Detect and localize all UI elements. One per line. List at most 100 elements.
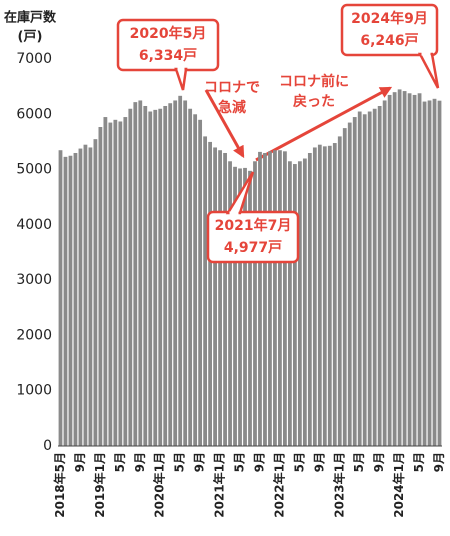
bar [148,111,153,447]
callout-text: 6,334戸 [139,48,197,64]
bar [183,100,188,446]
bar [193,114,198,447]
callout-box [116,18,220,72]
bar [103,117,108,447]
bar [253,161,257,446]
bar [322,146,327,446]
x-tick-label: 2018年5月 [52,452,67,518]
bar [223,152,227,446]
x-tick-label: 2022年1月 [271,452,286,518]
bar [218,150,222,446]
bar [173,100,178,446]
bar [362,114,367,447]
bar [143,105,148,446]
bar [228,161,232,446]
bar [292,164,297,447]
bar [337,136,342,446]
bar [273,150,277,446]
bar [233,166,237,447]
bar [263,152,267,446]
x-tick-label: 5月 [412,452,426,472]
y-tick-label: 4000 [16,217,52,233]
bar [198,119,203,447]
bar [158,108,163,446]
x-tick-label: 9月 [252,452,266,472]
bar [372,108,377,446]
callout-text: 2024年9月 [351,10,428,27]
x-tick-label: 2021年1月 [212,452,227,518]
bar [258,151,262,446]
bar [203,136,208,446]
x-tick-label: 2023年1月 [331,452,346,518]
callout-tail [417,52,440,89]
bar [278,150,282,446]
bar [302,158,307,446]
y-tick-label: 1000 [16,383,52,399]
callout-box [206,210,300,264]
arrow [255,86,393,162]
bar [437,100,442,446]
x-tick-label: 9月 [133,452,147,472]
callout-tail [174,67,188,91]
bar [243,167,247,447]
bar [283,151,287,446]
bar [178,95,183,446]
bar [352,117,357,447]
bar [268,151,272,446]
bar [123,117,128,447]
y-tick-label: 3000 [16,272,52,288]
y-tick-label: 0 [43,438,52,454]
bar [128,108,133,446]
bar [407,93,412,446]
bar [392,92,397,447]
x-tick-label: 5月 [233,452,247,472]
x-tick-label: 9月 [193,452,207,472]
bar [312,147,317,446]
y-tick-label: 7000 [16,51,52,67]
bar [188,108,193,446]
x-tick-label: 2024年1月 [391,452,406,518]
x-tick-label: 9月 [432,452,446,472]
callout-text: 4,977戸 [224,240,282,256]
annotation: コロナで [204,80,260,96]
x-tick-label: 5月 [173,452,187,472]
annotation: 急減 [218,99,246,116]
bar [168,103,173,446]
bar [412,94,417,446]
bar [113,119,118,447]
bar [213,147,217,446]
bar [357,111,362,447]
y-tick-label: 6000 [16,106,52,122]
callout-text: 2020年5月 [130,25,207,42]
y-tick-label: 5000 [16,162,52,178]
bar [98,127,103,446]
x-tick-label: 9月 [73,452,87,472]
bar [133,102,138,446]
bar [347,122,352,446]
bar [153,109,158,446]
bar [332,143,337,446]
x-tick-label: 5月 [113,452,127,472]
callout-text: 2021年7月 [215,217,292,234]
bar [208,141,212,446]
bar [288,161,292,446]
bar [327,145,332,446]
y-axis-title: 在庫戸数 [4,10,57,26]
x-tick-label: 9月 [372,452,386,472]
bar [307,152,312,446]
callout-box [340,3,439,57]
arrow [204,89,245,159]
bar [377,105,382,446]
bar [138,100,143,446]
bar [63,156,68,446]
bar [317,144,322,446]
bar [402,91,407,447]
bar [432,98,437,446]
bar [163,105,168,446]
bar [88,147,93,446]
bar [397,89,402,447]
bar [387,94,392,446]
callout-text: 6,246戸 [360,33,418,49]
bar [238,168,242,447]
